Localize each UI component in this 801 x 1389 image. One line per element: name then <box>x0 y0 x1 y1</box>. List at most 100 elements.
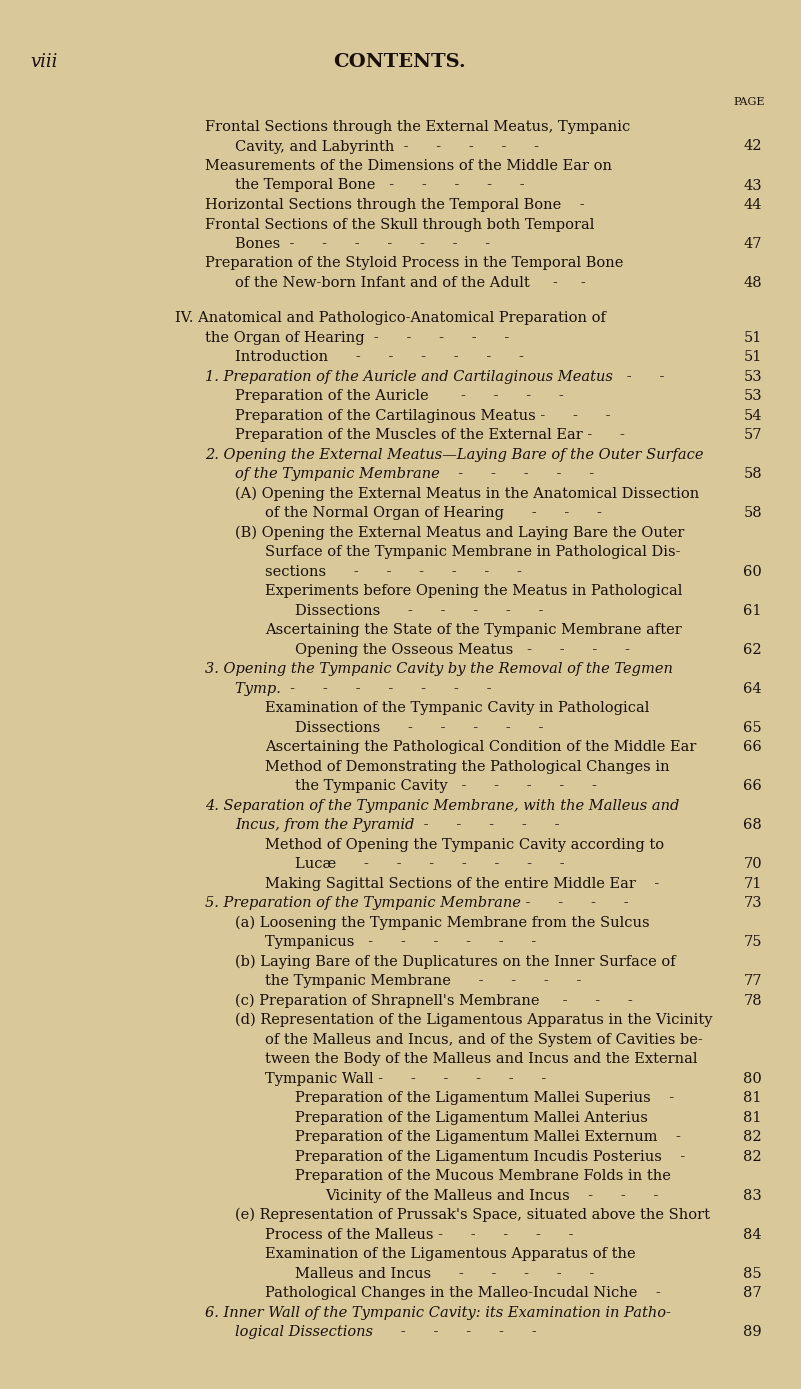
Text: Process of the Malleus -      -      -      -      -: Process of the Malleus - - - - - <box>265 1228 574 1242</box>
Text: 53: 53 <box>743 389 762 403</box>
Text: (c) Preparation of Shrapnell's Membrane     -      -      -: (c) Preparation of Shrapnell's Membrane … <box>235 993 633 1008</box>
Text: 60: 60 <box>743 564 762 579</box>
Text: Lucæ      -      -      -      -      -      -      -: Lucæ - - - - - - - <box>295 857 565 871</box>
Text: Method of Demonstrating the Pathological Changes in: Method of Demonstrating the Pathological… <box>265 760 670 774</box>
Text: Preparation of the Auricle       -      -      -      -: Preparation of the Auricle - - - - <box>235 389 564 403</box>
Text: 70: 70 <box>743 857 762 871</box>
Text: the Tympanic Cavity   -      -      -      -      -: the Tympanic Cavity - - - - - <box>295 779 597 793</box>
Text: Frontal Sections of the Skull through both Temporal: Frontal Sections of the Skull through bo… <box>205 218 594 232</box>
Text: Preparation of the Ligamentum Mallei Superius    -: Preparation of the Ligamentum Mallei Sup… <box>295 1092 674 1106</box>
Text: 47: 47 <box>743 238 762 251</box>
Text: of the Malleus and Incus, and of the System of Cavities be-: of the Malleus and Incus, and of the Sys… <box>265 1032 702 1046</box>
Text: of the Tympanic Membrane    -      -      -      -      -: of the Tympanic Membrane - - - - - <box>235 467 594 481</box>
Text: 53: 53 <box>743 369 762 383</box>
Text: Incus, from the Pyramid  -      -      -      -      -: Incus, from the Pyramid - - - - - <box>235 818 560 832</box>
Text: 6. Inner Wall of the Tympanic Cavity: its Examination in Patho-: 6. Inner Wall of the Tympanic Cavity: it… <box>205 1306 671 1320</box>
Text: 75: 75 <box>743 935 762 949</box>
Text: 61: 61 <box>743 604 762 618</box>
Text: Examination of the Ligamentous Apparatus of the: Examination of the Ligamentous Apparatus… <box>265 1247 636 1261</box>
Text: (d) Representation of the Ligamentous Apparatus in the Vicinity: (d) Representation of the Ligamentous Ap… <box>235 1013 713 1028</box>
Text: 64: 64 <box>743 682 762 696</box>
Text: Dissections      -      -      -      -      -: Dissections - - - - - <box>295 721 543 735</box>
Text: Horizontal Sections through the Temporal Bone    -: Horizontal Sections through the Temporal… <box>205 199 585 213</box>
Text: Ascertaining the Pathological Condition of the Middle Ear: Ascertaining the Pathological Condition … <box>265 740 696 754</box>
Text: 48: 48 <box>743 276 762 290</box>
Text: of the Normal Organ of Hearing      -      -      -: of the Normal Organ of Hearing - - - <box>265 506 602 519</box>
Text: PAGE: PAGE <box>734 97 765 107</box>
Text: Frontal Sections through the External Meatus, Tympanic: Frontal Sections through the External Me… <box>205 119 630 133</box>
Text: 3. Opening the Tympanic Cavity by the Removal of the Tegmen: 3. Opening the Tympanic Cavity by the Re… <box>205 663 673 676</box>
Text: Preparation of the Styloid Process in the Temporal Bone: Preparation of the Styloid Process in th… <box>205 257 623 271</box>
Text: Making Sagittal Sections of the entire Middle Ear    -: Making Sagittal Sections of the entire M… <box>265 876 659 890</box>
Text: 58: 58 <box>743 506 762 519</box>
Text: 82: 82 <box>743 1131 762 1145</box>
Text: 65: 65 <box>743 721 762 735</box>
Text: 83: 83 <box>743 1189 762 1203</box>
Text: 80: 80 <box>743 1071 762 1086</box>
Text: Cavity, and Labyrinth  -      -      -      -      -: Cavity, and Labyrinth - - - - - <box>235 139 539 154</box>
Text: the Tympanic Membrane      -      -      -      -: the Tympanic Membrane - - - - <box>265 974 582 988</box>
Text: Vicinity of the Malleus and Incus    -      -      -: Vicinity of the Malleus and Incus - - - <box>325 1189 658 1203</box>
Text: Preparation of the Mucous Membrane Folds in the: Preparation of the Mucous Membrane Folds… <box>295 1170 671 1183</box>
Text: (a) Loosening the Tympanic Membrane from the Sulcus: (a) Loosening the Tympanic Membrane from… <box>235 915 650 931</box>
Text: 51: 51 <box>743 350 762 364</box>
Text: CONTENTS.: CONTENTS. <box>334 53 466 71</box>
Text: Tymp.  -      -      -      -      -      -      -: Tymp. - - - - - - - <box>235 682 492 696</box>
Text: Pathological Changes in the Malleo-Incudal Niche    -: Pathological Changes in the Malleo-Incud… <box>265 1286 661 1300</box>
Text: 87: 87 <box>743 1286 762 1300</box>
Text: 84: 84 <box>743 1228 762 1242</box>
Text: 1. Preparation of the Auricle and Cartilaginous Meatus   -      -: 1. Preparation of the Auricle and Cartil… <box>205 369 665 383</box>
Text: 71: 71 <box>743 876 762 890</box>
Text: 82: 82 <box>743 1150 762 1164</box>
Text: 58: 58 <box>743 467 762 481</box>
Text: the Temporal Bone   -      -      -      -      -: the Temporal Bone - - - - - <box>235 179 525 193</box>
Text: 62: 62 <box>743 643 762 657</box>
Text: 73: 73 <box>743 896 762 910</box>
Text: 43: 43 <box>743 179 762 193</box>
Text: 66: 66 <box>743 779 762 793</box>
Text: Surface of the Tympanic Membrane in Pathological Dis-: Surface of the Tympanic Membrane in Path… <box>265 544 681 560</box>
Text: Measurements of the Dimensions of the Middle Ear on: Measurements of the Dimensions of the Mi… <box>205 158 612 174</box>
Text: Preparation of the Muscles of the External Ear -      -: Preparation of the Muscles of the Extern… <box>235 428 625 442</box>
Text: Preparation of the Ligamentum Mallei Externum    -: Preparation of the Ligamentum Mallei Ext… <box>295 1131 681 1145</box>
Text: 2. Opening the External Meatus—Laying Bare of the Outer Surface: 2. Opening the External Meatus—Laying Ba… <box>205 447 703 461</box>
Text: IV. Anatomical and Pathologico-Anatomical Preparation of: IV. Anatomical and Pathologico-Anatomica… <box>175 311 606 325</box>
Text: 85: 85 <box>743 1267 762 1281</box>
Text: Introduction      -      -      -      -      -      -: Introduction - - - - - - <box>235 350 524 364</box>
Text: Dissections      -      -      -      -      -: Dissections - - - - - <box>295 604 543 618</box>
Text: (A) Opening the External Meatus in the Anatomical Dissection: (A) Opening the External Meatus in the A… <box>235 486 699 501</box>
Text: Experiments before Opening the Meatus in Pathological: Experiments before Opening the Meatus in… <box>265 585 682 599</box>
Text: Ascertaining the State of the Tympanic Membrane after: Ascertaining the State of the Tympanic M… <box>265 624 682 638</box>
Text: (B) Opening the External Meatus and Laying Bare the Outer: (B) Opening the External Meatus and Layi… <box>235 525 684 540</box>
Text: 68: 68 <box>743 818 762 832</box>
Text: 89: 89 <box>743 1325 762 1339</box>
Text: (b) Laying Bare of the Duplicatures on the Inner Surface of: (b) Laying Bare of the Duplicatures on t… <box>235 954 675 970</box>
Text: 78: 78 <box>743 993 762 1007</box>
Text: Tympanic Wall -      -      -      -      -      -: Tympanic Wall - - - - - - <box>265 1071 546 1086</box>
Text: (e) Representation of Prussak's Space, situated above the Short: (e) Representation of Prussak's Space, s… <box>235 1208 710 1222</box>
Text: 81: 81 <box>743 1092 762 1106</box>
Text: 5. Preparation of the Tympanic Membrane -      -      -      -: 5. Preparation of the Tympanic Membrane … <box>205 896 629 910</box>
Text: 66: 66 <box>743 740 762 754</box>
Text: Preparation of the Ligamentum Mallei Anterius: Preparation of the Ligamentum Mallei Ant… <box>295 1111 648 1125</box>
Text: Tympanicus   -      -      -      -      -      -: Tympanicus - - - - - - <box>265 935 536 949</box>
Text: 81: 81 <box>743 1111 762 1125</box>
Text: 51: 51 <box>743 331 762 344</box>
Text: Method of Opening the Tympanic Cavity according to: Method of Opening the Tympanic Cavity ac… <box>265 838 664 851</box>
Text: 42: 42 <box>743 139 762 154</box>
Text: tween the Body of the Malleus and Incus and the External: tween the Body of the Malleus and Incus … <box>265 1051 698 1067</box>
Text: viii: viii <box>30 53 58 71</box>
Text: 57: 57 <box>743 428 762 442</box>
Text: 4. Separation of the Tympanic Membrane, with the Malleus and: 4. Separation of the Tympanic Membrane, … <box>205 799 679 813</box>
Text: Preparation of the Ligamentum Incudis Posterius    -: Preparation of the Ligamentum Incudis Po… <box>295 1150 685 1164</box>
Text: Bones  -      -      -      -      -      -      -: Bones - - - - - - - <box>235 238 490 251</box>
Text: the Organ of Hearing  -      -      -      -      -: the Organ of Hearing - - - - - <box>205 331 509 344</box>
Text: 77: 77 <box>743 974 762 988</box>
Text: sections      -      -      -      -      -      -: sections - - - - - - <box>265 564 522 579</box>
Text: 54: 54 <box>743 408 762 422</box>
Text: 44: 44 <box>743 199 762 213</box>
Text: logical Dissections      -      -      -      -      -: logical Dissections - - - - - <box>235 1325 537 1339</box>
Text: Opening the Osseous Meatus   -      -      -      -: Opening the Osseous Meatus - - - - <box>295 643 630 657</box>
Text: Malleus and Incus      -      -      -      -      -: Malleus and Incus - - - - - <box>295 1267 594 1281</box>
Text: Examination of the Tympanic Cavity in Pathological: Examination of the Tympanic Cavity in Pa… <box>265 701 650 715</box>
